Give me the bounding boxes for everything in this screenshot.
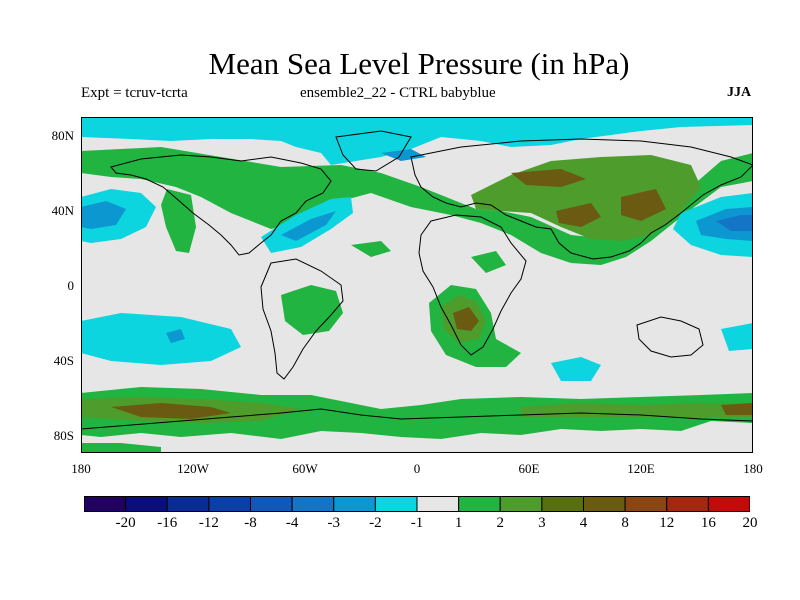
coast-greenland [335,130,412,172]
colorbar-box [624,496,668,512]
region-arctic-neg-west [81,117,753,165]
colorbar [84,496,750,512]
colorbar-box [250,496,293,512]
region-south-pos-strong [111,403,231,419]
region-spacific-neg-mid [166,329,185,343]
colorbar-label: -1 [410,515,424,531]
coastlines [81,130,753,430]
lon-label-120e: 120E [627,461,655,476]
region-safrica-pos-strong [453,307,479,331]
region-north-africa-pos [351,241,391,257]
region-sahel-pos [471,251,506,273]
colorbar-label: -4 [285,515,299,531]
lon-label-120w: 120W [177,461,209,476]
colorbar-label: 12 [659,515,675,531]
lat-label-40s: 40S [53,353,74,368]
lon-label-0: 0 [413,461,421,476]
region-samerica-pos [281,285,343,335]
region-south-pos-belt [81,387,753,439]
region-atlantic-neg-mid [281,211,336,241]
pressure-map [81,117,753,453]
colorbar-box [291,496,335,512]
colorbar-label: -2 [369,515,382,531]
colorbar-label: 4 [579,515,588,531]
region-arctic-neg-mid [381,149,426,161]
season-label: JJA [727,85,752,100]
region-australia-neg [721,323,753,351]
coast-north-america [110,154,332,256]
coast-eurasia [410,138,753,260]
region-spacific-neg-west [81,313,241,365]
lon-label-60w: 60W [292,461,318,476]
lon-label-60e: 60E [518,461,540,476]
lon-label-180e: 180 [743,461,763,476]
map-frame [81,117,753,453]
colorbar-box [166,496,210,512]
colorbar-box [374,496,418,512]
ensemble-label: ensemble2_22 - CTRL babyblue [300,85,496,101]
colorbar-label: 3 [538,515,546,531]
chart-title: Mean Sea Level Pressure (in hPa) [208,46,630,81]
region-eurasia-pos-strong-3 [621,189,666,221]
region-npacific-neg-east-strong [716,215,753,231]
colorbar-box [541,496,585,512]
colorbar-label: 20 [742,515,758,531]
colorbar-box [333,496,376,512]
colorbar-label: 2 [496,515,505,531]
colorbar-box [125,496,168,512]
coast-south-america [260,258,344,380]
lon-label-180w: 180 [71,461,91,476]
colorbar-label: 1 [454,515,463,531]
colorbar-box [84,496,127,512]
lat-label-0: 0 [67,278,75,293]
lat-label-80n: 80N [51,128,74,143]
colorbar-box [208,496,252,512]
region-eurasia-pos-strong-1 [511,169,586,187]
colorbar-box [499,496,543,512]
lat-label-40n: 40N [51,203,74,218]
colorbar-box [707,496,750,512]
colorbar-label: -3 [327,515,341,531]
colorbar-label: 16 [700,515,716,531]
colorbar-box [416,496,460,512]
colorbar-label: -20 [115,515,136,531]
colorbar-box [583,496,626,512]
colorbar-box [666,496,709,512]
region-south-pos-strong-east [721,403,753,415]
region-indian-neg [551,357,601,381]
region-npacific-neg-west-mid [81,201,126,229]
coast-antarctica [81,408,753,430]
coast-australia [636,316,704,358]
colorbar-label: -8 [244,515,257,531]
colorbar-label: -16 [157,515,178,531]
colorbar-label: -12 [198,515,219,531]
coast-africa [418,214,527,356]
colorbar-label: 8 [621,515,629,531]
colorbar-box [458,496,501,512]
region-north-pos-west [161,189,196,253]
lat-label-80s: 80S [53,428,74,443]
experiment-label: Expt = tcruv-tcrta [81,85,188,101]
region-north-pos-belt [81,147,753,265]
region-eurasia-pos-strong-2 [556,203,601,227]
region-south-pos-weak-edge [81,443,161,453]
